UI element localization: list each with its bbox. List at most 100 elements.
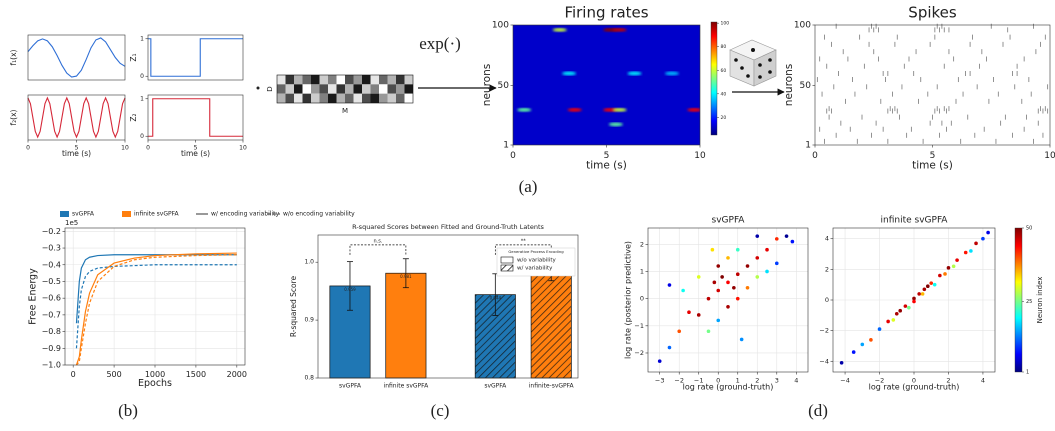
scatter-point <box>891 318 896 322</box>
x-tick-label: 2 <box>755 377 759 385</box>
y-axis-label: R-squared Score <box>289 275 298 337</box>
scatter-point <box>938 273 942 278</box>
heatmap-cell <box>608 122 623 127</box>
scatter-point <box>706 329 711 334</box>
scatter-point <box>726 256 730 260</box>
scatter-point <box>720 275 724 279</box>
matrix-cell <box>362 93 371 103</box>
legend-swatch <box>500 256 514 264</box>
scatter-point <box>869 338 873 342</box>
x-tick-label: 5 <box>75 145 79 152</box>
y-tick-label: 50 <box>498 81 510 91</box>
scatter-point <box>706 296 711 301</box>
matrix-cell <box>370 75 379 85</box>
line-series <box>27 37 126 78</box>
colorbar-tick-label: 100 <box>721 21 730 27</box>
scatter-point <box>755 275 760 279</box>
colorbar-tick-label: 1 <box>1026 370 1029 376</box>
scatter-point <box>710 247 715 252</box>
matrix-cell <box>404 75 413 85</box>
chart-title: svGPFA <box>712 216 746 226</box>
matrix-cell <box>370 93 379 103</box>
x-tick-label: 0 <box>510 151 516 161</box>
scatter-point <box>784 234 789 238</box>
heatmap-cell <box>562 71 577 76</box>
plot-frame <box>832 227 996 373</box>
x-tick-label: −1 <box>694 377 704 385</box>
x-tick-label: 0 <box>716 377 720 385</box>
y-tick-label: −1 <box>634 322 644 330</box>
dot <box>256 86 260 90</box>
scatter-point <box>955 258 959 262</box>
matrix-cell <box>387 84 396 94</box>
y-axis-label: neurons <box>783 64 795 106</box>
matrix-cell <box>404 93 413 103</box>
x-tick-label: 0 <box>71 370 76 379</box>
matrix-frame <box>276 74 414 104</box>
plot-frame <box>27 34 126 81</box>
matrix-cell <box>294 75 303 85</box>
scatter-point <box>735 272 740 276</box>
line-series <box>75 252 237 366</box>
panel-label: (a) <box>519 177 538 196</box>
y-axis-label: Z₁ <box>129 53 138 61</box>
scatter-point <box>745 285 750 290</box>
matrix-cell <box>353 93 362 103</box>
x-axis-label: time (s) <box>586 160 627 172</box>
chart-title: R-squared Scores between Fitted and Grou… <box>352 223 544 231</box>
scatter-point <box>951 264 956 269</box>
matrix-cell <box>277 93 286 103</box>
scatter-point <box>963 250 968 255</box>
scatter-point <box>765 269 769 274</box>
scatter-point <box>696 313 701 317</box>
x-tick-label: 1000 <box>145 370 165 379</box>
y-tick-label: 100 <box>492 21 509 31</box>
scatter-point <box>716 264 721 268</box>
y-tick-label: 2 <box>640 240 644 248</box>
heatmap-cell <box>552 28 567 32</box>
x-tick-label: −4 <box>840 377 850 385</box>
scatter-point <box>981 236 985 241</box>
scatter-point <box>716 288 721 293</box>
matrix-cell <box>285 93 294 103</box>
scatter-point <box>969 249 973 253</box>
x-tick-label: infinite-svGPFA <box>529 383 575 390</box>
matrix-cell <box>328 93 337 103</box>
matrix-cell <box>302 93 311 103</box>
x-tick-label: 5 <box>604 151 610 161</box>
colorbar-tick-label: 50 <box>1026 226 1032 232</box>
scatter-point <box>726 304 730 309</box>
scatter-point <box>732 285 736 290</box>
colorbar-label: Neuron index <box>1036 277 1044 324</box>
x-axis-label: log rate (ground-truth) <box>869 382 960 391</box>
panel-label: (b) <box>118 401 138 420</box>
matrix-cell <box>396 75 405 85</box>
scatter-point <box>886 319 890 324</box>
scatter-point <box>765 247 769 252</box>
scatter-point <box>912 296 916 301</box>
x-tick-label: 3 <box>775 377 779 385</box>
plot-frame <box>147 34 244 81</box>
legend-swatch <box>60 211 69 217</box>
axis-offset-label: 1e5 <box>65 219 78 227</box>
scatter-point <box>932 282 937 287</box>
heatmap-cell <box>627 71 642 76</box>
legend-label: w/o variability <box>517 258 556 264</box>
matrix-cell <box>345 84 354 94</box>
heatmap-cells <box>517 28 700 127</box>
scatter-point <box>667 345 672 350</box>
matrix-cell <box>328 84 337 94</box>
line-series <box>75 254 237 366</box>
matrix-cell <box>396 93 405 103</box>
matrix-cell <box>311 75 320 85</box>
y-tick-label: 0 <box>140 133 144 140</box>
y-axis-label: f₁(x) <box>9 49 18 65</box>
scatter-point <box>657 359 662 363</box>
matrix-cell <box>336 75 345 85</box>
colorbar-tick-label: 20 <box>721 115 727 121</box>
x-tick-label: 0 <box>812 151 818 161</box>
value-label: 0.944 <box>490 296 502 301</box>
matrix-cell <box>302 75 311 85</box>
heatmap-background <box>513 25 700 145</box>
y-axis-label: neurons <box>481 64 493 106</box>
